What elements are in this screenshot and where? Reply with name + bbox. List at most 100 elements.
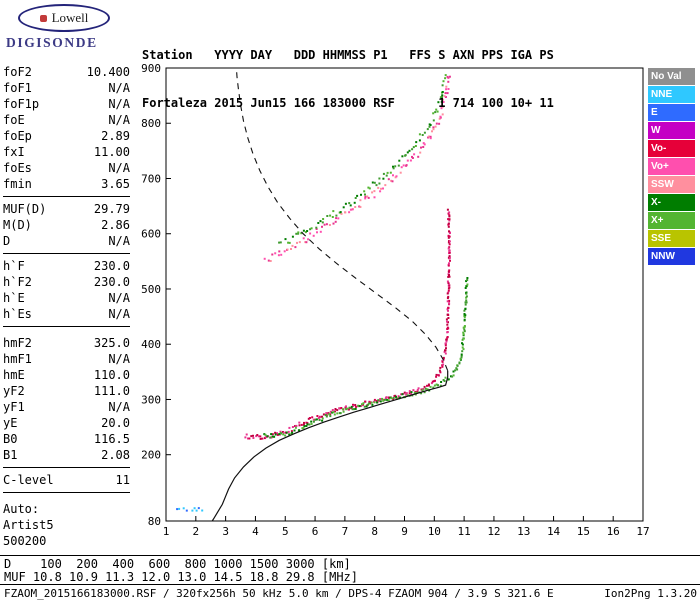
svg-text:6: 6 xyxy=(312,525,319,538)
renderer-version: Ion2Png 1.3.20 xyxy=(604,587,697,600)
parameter-label: foEs xyxy=(3,161,32,175)
parameter-label: foF1p xyxy=(3,97,40,111)
legend-item-nne: NNE xyxy=(648,86,695,103)
svg-text:16: 16 xyxy=(607,525,620,538)
lowell-logo: Lowell DIGISONDE xyxy=(6,4,126,51)
panel-separator xyxy=(3,492,130,493)
legend-item-x: X+ xyxy=(648,212,695,229)
trace-topside-model xyxy=(235,67,449,371)
file-status-bar: FZAOM_2015166183000.RSF / 320fx256h 50 k… xyxy=(4,588,697,600)
parameter-label: foEp xyxy=(3,129,32,143)
parameter-value: N/A xyxy=(108,400,130,414)
legend-item-e: E xyxy=(648,104,695,121)
y-axis: 80 200 300 400 500 600 700 800 900 xyxy=(141,62,171,528)
parameter-label: MUF(D) xyxy=(3,202,47,216)
distance-row: D 100 200 400 600 800 1000 1500 3000 [km… xyxy=(4,557,351,571)
parameter-panel: foF2 10.400 foF1 N/A foF1p N/A foE N/A foEp 2.89 f… xyxy=(3,64,130,549)
parameter-group: C-level 11 xyxy=(3,472,130,488)
parameter-row-hmf1: hmF1 N/A xyxy=(3,351,130,367)
parameter-value: 325.0 xyxy=(93,336,130,350)
parameter-group: h`F 230.0 h`F2 230.0 h`E N/A h`Es N/A xyxy=(3,258,130,322)
parameter-row-foep: foEp 2.89 xyxy=(3,128,130,144)
legend-item-vo: Vo+ xyxy=(648,158,695,175)
parameter-label: fxI xyxy=(3,145,25,159)
parameter-value: 230.0 xyxy=(93,275,130,289)
muf-row: MUF 10.8 10.9 11.3 12.0 13.0 14.5 18.8 2… xyxy=(4,570,359,584)
parameter-value: N/A xyxy=(108,234,130,248)
parameter-row-foes: foEs N/A xyxy=(3,160,130,176)
parameter-value: 20.0 xyxy=(101,416,130,430)
parameter-row-yf2: yF2 111.0 xyxy=(3,383,130,399)
parameter-row-b0: B0 116.5 xyxy=(3,431,130,447)
direction-legend: No Val NNE E W Vo- Vo+ SSW X- X+ SSE NNW xyxy=(648,68,695,266)
svg-text:7: 7 xyxy=(342,525,349,538)
parameter-value: 29.79 xyxy=(93,202,130,216)
svg-text:900: 900 xyxy=(141,62,161,75)
parameter-label: C-level xyxy=(3,473,54,487)
parameter-row-fof1: foF1 N/A xyxy=(3,80,130,96)
svg-text:17: 17 xyxy=(636,525,649,538)
parameter-value: N/A xyxy=(108,97,130,111)
svg-text:3: 3 xyxy=(222,525,229,538)
trace-second-hop-green xyxy=(278,74,447,244)
logo-brand-text: Lowell xyxy=(51,10,89,25)
parameter-value: 11.00 xyxy=(93,145,130,159)
svg-text:500: 500 xyxy=(141,283,161,296)
svg-text:12: 12 xyxy=(487,525,500,538)
parameter-value: 3.65 xyxy=(101,177,130,191)
svg-text:2: 2 xyxy=(193,525,200,538)
parameter-value: N/A xyxy=(108,161,130,175)
parameter-label: yF1 xyxy=(3,400,25,414)
parameter-label: hmF1 xyxy=(3,352,32,366)
x-axis: 1 2 3 4 5 6 7 8 9 10 11 12 13 14 15 16 17 xyxy=(163,516,650,538)
panel-separator xyxy=(3,467,130,468)
footer-separator-bottom xyxy=(0,584,700,585)
logo-product-text: DIGISONDE xyxy=(6,35,98,50)
parameter-row-h-f: h`F 230.0 xyxy=(3,258,130,274)
parameter-label: M(D) xyxy=(3,218,32,232)
parameter-row-fof2: foF2 10.400 xyxy=(3,64,130,80)
svg-text:5: 5 xyxy=(282,525,289,538)
parameter-label: hmE xyxy=(3,368,25,382)
autoscaling-line: 500200 xyxy=(3,534,47,548)
file-info: FZAOM_2015166183000.RSF / 320fx256h 50 k… xyxy=(4,587,554,600)
parameter-row-b1: B1 2.08 xyxy=(3,447,130,463)
legend-item-ssw: SSW xyxy=(648,176,695,193)
header-line-2: Fortaleza 2015 Jun15 166 183000 RSF 1 71… xyxy=(142,96,554,110)
legend-item-no-val: No Val xyxy=(648,68,695,85)
parameter-label: B0 xyxy=(3,432,18,446)
parameter-row-m-d: M(D) 2.86 xyxy=(3,217,130,233)
parameter-value: 110.0 xyxy=(93,368,130,382)
parameter-label: yF2 xyxy=(3,384,25,398)
svg-text:11: 11 xyxy=(458,525,471,538)
parameter-value: 111.0 xyxy=(93,384,130,398)
parameter-label: foE xyxy=(3,113,25,127)
lowell-logo-oval: Lowell xyxy=(18,4,110,32)
parameter-value: 230.0 xyxy=(93,259,130,273)
svg-text:800: 800 xyxy=(141,117,161,130)
svg-text:80: 80 xyxy=(148,515,161,528)
legend-item-x: X- xyxy=(648,194,695,211)
trace-second-hop-pink xyxy=(263,75,451,262)
svg-text:700: 700 xyxy=(141,172,161,185)
parameter-value: 2.86 xyxy=(101,218,130,232)
parameter-label: fmin xyxy=(3,177,32,191)
parameter-row-hmf2: hmF2 325.0 xyxy=(3,335,130,351)
legend-item-sse: SSE xyxy=(648,230,695,247)
parameter-value: 11 xyxy=(115,473,130,487)
svg-text:9: 9 xyxy=(401,525,408,538)
parameter-value: N/A xyxy=(108,352,130,366)
parameter-value: N/A xyxy=(108,291,130,305)
svg-text:15: 15 xyxy=(577,525,590,538)
header-line-1: Station YYYY DAY DDD HHMMSS P1 FFS S AXN… xyxy=(142,48,554,62)
parameter-row-fmin: fmin 3.65 xyxy=(3,176,130,192)
parameter-row-h-es: h`Es N/A xyxy=(3,306,130,322)
parameter-group: MUF(D) 29.79 M(D) 2.86 D N/A xyxy=(3,201,130,249)
parameter-label: hmF2 xyxy=(3,336,32,350)
parameter-value: N/A xyxy=(108,113,130,127)
parameter-row-d: D N/A xyxy=(3,233,130,249)
trace-low-echoes xyxy=(176,507,204,512)
parameter-label: yE xyxy=(3,416,18,430)
